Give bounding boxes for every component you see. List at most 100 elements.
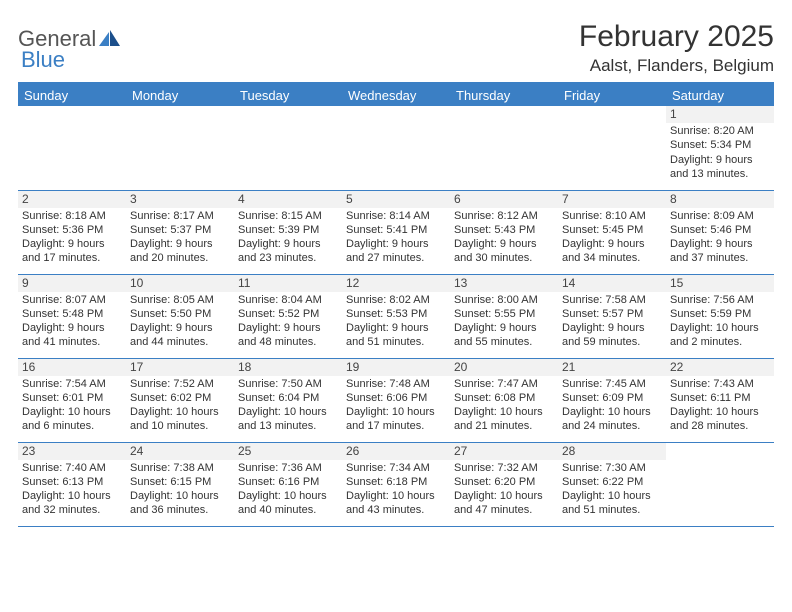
day-number: 9 <box>18 275 126 292</box>
day-sunrise: Sunrise: 7:43 AM <box>670 377 770 391</box>
day-sunset: Sunset: 5:36 PM <box>22 223 122 237</box>
day-day2: and 30 minutes. <box>454 251 554 265</box>
day-day2: and 36 minutes. <box>130 503 230 517</box>
day-day1: Daylight: 10 hours <box>238 405 338 419</box>
day-sunset: Sunset: 5:48 PM <box>22 307 122 321</box>
day-sunrise: Sunrise: 8:10 AM <box>562 209 662 223</box>
day-sunset: Sunset: 5:55 PM <box>454 307 554 321</box>
day-sunrise: Sunrise: 8:07 AM <box>22 293 122 307</box>
day-sunrise: Sunrise: 8:17 AM <box>130 209 230 223</box>
day-day1: Daylight: 9 hours <box>22 321 122 335</box>
day-day2: and 59 minutes. <box>562 335 662 349</box>
day-number: 12 <box>342 275 450 292</box>
day-sunrise: Sunrise: 7:30 AM <box>562 461 662 475</box>
day-day2: and 51 minutes. <box>562 503 662 517</box>
day-day1: Daylight: 10 hours <box>346 489 446 503</box>
calendar-day-cell: 19Sunrise: 7:48 AMSunset: 6:06 PMDayligh… <box>342 358 450 442</box>
day-day2: and 21 minutes. <box>454 419 554 433</box>
day-day2: and 44 minutes. <box>130 335 230 349</box>
day-sunset: Sunset: 5:41 PM <box>346 223 446 237</box>
day-day1: Daylight: 9 hours <box>562 237 662 251</box>
day-sunrise: Sunrise: 7:45 AM <box>562 377 662 391</box>
day-day2: and 47 minutes. <box>454 503 554 517</box>
day-sunset: Sunset: 6:11 PM <box>670 391 770 405</box>
day-day1: Daylight: 9 hours <box>238 237 338 251</box>
calendar-day-cell: 16Sunrise: 7:54 AMSunset: 6:01 PMDayligh… <box>18 358 126 442</box>
day-sunrise: Sunrise: 7:36 AM <box>238 461 338 475</box>
day-sunset: Sunset: 5:53 PM <box>346 307 446 321</box>
day-sunrise: Sunrise: 7:48 AM <box>346 377 446 391</box>
calendar-day-cell: 23Sunrise: 7:40 AMSunset: 6:13 PMDayligh… <box>18 442 126 526</box>
day-day2: and 17 minutes. <box>22 251 122 265</box>
day-number: 6 <box>450 191 558 208</box>
calendar-day-cell: 18Sunrise: 7:50 AMSunset: 6:04 PMDayligh… <box>234 358 342 442</box>
weekday-header: Saturday <box>666 84 774 106</box>
day-number: 3 <box>126 191 234 208</box>
day-day1: Daylight: 10 hours <box>562 489 662 503</box>
day-day1: Daylight: 9 hours <box>562 321 662 335</box>
weekday-header: Sunday <box>18 84 126 106</box>
day-number: 28 <box>558 443 666 460</box>
day-sunset: Sunset: 5:43 PM <box>454 223 554 237</box>
day-day2: and 17 minutes. <box>346 419 446 433</box>
day-sunset: Sunset: 6:13 PM <box>22 475 122 489</box>
day-number: 27 <box>450 443 558 460</box>
calendar-table: Sunday Monday Tuesday Wednesday Thursday… <box>18 84 774 527</box>
day-day2: and 55 minutes. <box>454 335 554 349</box>
weekday-header-row: Sunday Monday Tuesday Wednesday Thursday… <box>18 84 774 106</box>
day-day1: Daylight: 10 hours <box>238 489 338 503</box>
day-sunrise: Sunrise: 8:12 AM <box>454 209 554 223</box>
calendar-week-row: 9Sunrise: 8:07 AMSunset: 5:48 PMDaylight… <box>18 274 774 358</box>
day-day1: Daylight: 9 hours <box>22 237 122 251</box>
calendar-day-cell <box>126 106 234 190</box>
day-number: 23 <box>18 443 126 460</box>
day-sunrise: Sunrise: 8:02 AM <box>346 293 446 307</box>
day-day1: Daylight: 9 hours <box>670 153 770 167</box>
calendar-day-cell: 24Sunrise: 7:38 AMSunset: 6:15 PMDayligh… <box>126 442 234 526</box>
calendar-day-cell: 26Sunrise: 7:34 AMSunset: 6:18 PMDayligh… <box>342 442 450 526</box>
day-sunset: Sunset: 5:37 PM <box>130 223 230 237</box>
day-day1: Daylight: 10 hours <box>22 489 122 503</box>
day-day1: Daylight: 9 hours <box>670 237 770 251</box>
day-day1: Daylight: 10 hours <box>130 489 230 503</box>
day-day2: and 13 minutes. <box>238 419 338 433</box>
day-number: 18 <box>234 359 342 376</box>
day-number: 2 <box>18 191 126 208</box>
weekday-header: Tuesday <box>234 84 342 106</box>
day-number: 20 <box>450 359 558 376</box>
weekday-header: Wednesday <box>342 84 450 106</box>
day-day1: Daylight: 10 hours <box>22 405 122 419</box>
calendar-day-cell: 9Sunrise: 8:07 AMSunset: 5:48 PMDaylight… <box>18 274 126 358</box>
day-sunset: Sunset: 6:20 PM <box>454 475 554 489</box>
day-day2: and 13 minutes. <box>670 167 770 181</box>
day-day2: and 40 minutes. <box>238 503 338 517</box>
day-day1: Daylight: 9 hours <box>130 237 230 251</box>
day-number: 25 <box>234 443 342 460</box>
day-sunset: Sunset: 6:09 PM <box>562 391 662 405</box>
day-day2: and 20 minutes. <box>130 251 230 265</box>
day-sunset: Sunset: 6:16 PM <box>238 475 338 489</box>
day-number: 24 <box>126 443 234 460</box>
day-day2: and 2 minutes. <box>670 335 770 349</box>
header: General February 2025 Aalst, Flanders, B… <box>18 20 774 76</box>
calendar-week-row: 23Sunrise: 7:40 AMSunset: 6:13 PMDayligh… <box>18 442 774 526</box>
day-sunrise: Sunrise: 8:04 AM <box>238 293 338 307</box>
calendar-week-row: 16Sunrise: 7:54 AMSunset: 6:01 PMDayligh… <box>18 358 774 442</box>
logo-word-2: Blue <box>21 47 65 72</box>
day-sunset: Sunset: 5:59 PM <box>670 307 770 321</box>
day-sunrise: Sunrise: 7:34 AM <box>346 461 446 475</box>
day-sunrise: Sunrise: 7:56 AM <box>670 293 770 307</box>
calendar-day-cell: 4Sunrise: 8:15 AMSunset: 5:39 PMDaylight… <box>234 190 342 274</box>
title-block: February 2025 Aalst, Flanders, Belgium <box>579 20 774 76</box>
weekday-header: Monday <box>126 84 234 106</box>
day-sunset: Sunset: 5:50 PM <box>130 307 230 321</box>
calendar-day-cell: 20Sunrise: 7:47 AMSunset: 6:08 PMDayligh… <box>450 358 558 442</box>
day-number: 10 <box>126 275 234 292</box>
logo-sail-icon <box>99 30 121 51</box>
calendar-day-cell <box>234 106 342 190</box>
calendar-day-cell: 2Sunrise: 8:18 AMSunset: 5:36 PMDaylight… <box>18 190 126 274</box>
day-number: 4 <box>234 191 342 208</box>
day-day2: and 24 minutes. <box>562 419 662 433</box>
day-number: 14 <box>558 275 666 292</box>
calendar-day-cell <box>666 442 774 526</box>
